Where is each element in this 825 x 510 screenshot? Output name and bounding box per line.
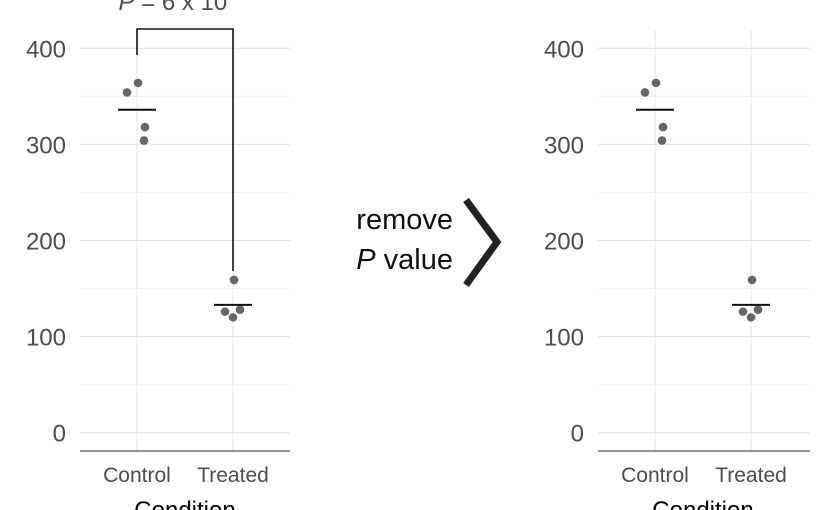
point	[747, 275, 757, 285]
x-axis-title: Condition	[652, 497, 753, 510]
p-symbol: P	[119, 0, 135, 16]
x-axis-title: Condition	[134, 497, 235, 510]
point	[139, 136, 149, 145]
y-tick-label: 400	[26, 36, 66, 63]
y-tick-label: 100	[544, 325, 584, 352]
y-tick-label: 300	[26, 132, 66, 159]
x-tick-label: Treated	[197, 464, 269, 487]
transition-text: value	[376, 244, 453, 276]
point	[658, 122, 668, 132]
point	[235, 305, 245, 315]
transition-line1: remove	[356, 204, 453, 236]
point	[228, 313, 238, 322]
point	[738, 307, 748, 316]
y-tick-label: 400	[544, 36, 584, 63]
point	[122, 88, 132, 97]
p-text: = 6 x 10	[135, 0, 228, 16]
point	[753, 305, 763, 315]
point	[229, 275, 239, 285]
x-tick-label: Control	[621, 464, 689, 487]
point	[657, 136, 667, 145]
point	[746, 313, 756, 322]
y-tick-label: 200	[26, 229, 66, 256]
p-exponent: -5	[227, 0, 241, 4]
y-tick-label: 0	[571, 421, 584, 448]
p-value-annotation: P = 6 x 10-5	[119, 0, 242, 16]
y-tick-label: 100	[26, 325, 66, 352]
point	[140, 122, 150, 132]
significance-bracket	[136, 28, 234, 271]
y-tick-label: 300	[544, 132, 584, 159]
x-tick-label: Treated	[715, 464, 787, 487]
y-tick-label: 200	[544, 229, 584, 256]
point	[640, 88, 650, 97]
chevron	[463, 197, 502, 288]
y-tick-label: 0	[53, 421, 66, 448]
transition-line2: P value	[356, 244, 453, 276]
p-symbol: P	[356, 244, 376, 276]
point	[651, 78, 661, 88]
point	[220, 307, 230, 316]
point	[133, 78, 143, 88]
x-tick-label: Control	[103, 464, 171, 487]
